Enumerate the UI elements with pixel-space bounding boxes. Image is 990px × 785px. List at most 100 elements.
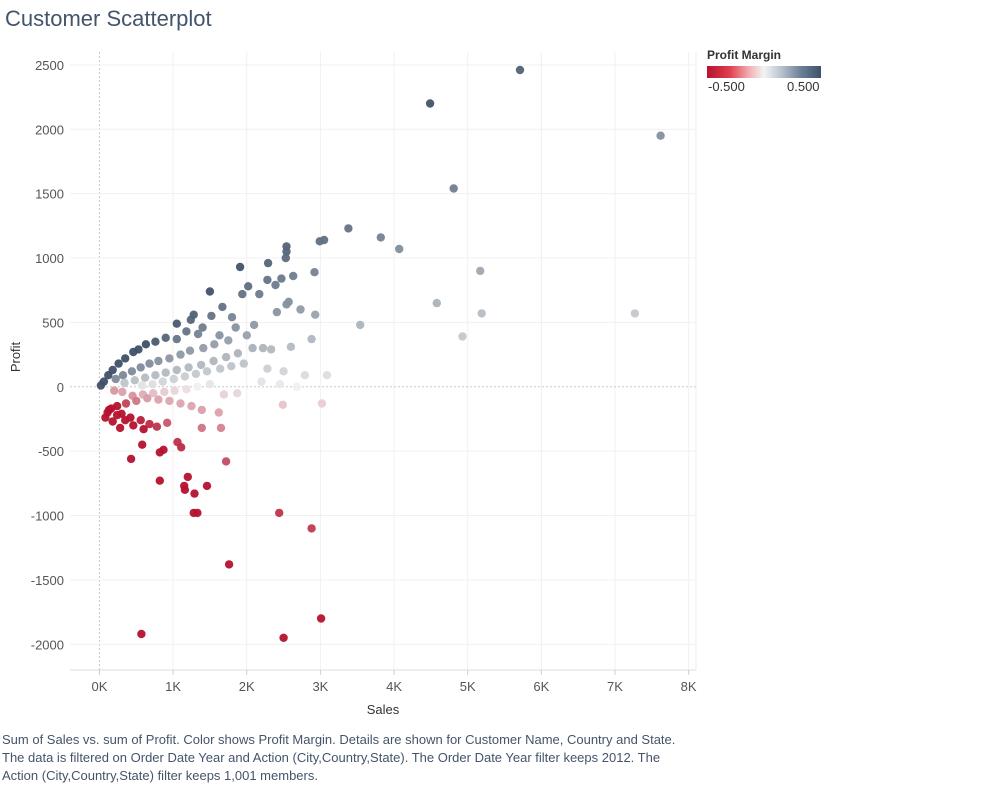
scatter-point[interactable] — [172, 334, 181, 344]
scatter-point[interactable] — [216, 423, 226, 433]
scatter-point[interactable] — [126, 454, 136, 464]
scatter-point[interactable] — [214, 408, 223, 417]
scatter-point[interactable] — [148, 380, 157, 389]
scatter-point[interactable] — [258, 343, 268, 353]
scatter-point[interactable] — [231, 323, 240, 332]
scatter-point[interactable] — [138, 440, 147, 449]
scatter-point[interactable] — [197, 423, 206, 433]
scatter-point[interactable] — [227, 313, 237, 322]
scatter-point[interactable] — [121, 354, 130, 363]
scatter-point[interactable] — [172, 365, 181, 375]
scatter-point[interactable] — [224, 560, 234, 569]
scatter-point[interactable] — [161, 333, 170, 342]
scatter-point[interactable] — [185, 346, 195, 355]
scatter-point[interactable] — [311, 310, 320, 319]
scatter-point[interactable] — [656, 131, 665, 140]
scatter-point[interactable] — [101, 413, 110, 422]
scatter-point[interactable] — [96, 381, 106, 390]
scatter-point[interactable] — [279, 633, 288, 642]
scatter-point[interactable] — [263, 275, 272, 285]
scatter-point[interactable] — [227, 362, 236, 371]
scatter-point[interactable] — [238, 289, 247, 299]
scatter-point[interactable] — [112, 410, 122, 420]
scatter-point[interactable] — [221, 352, 231, 362]
scatter-point[interactable] — [219, 390, 229, 399]
scatter-point[interactable] — [155, 476, 164, 485]
scatter-point[interactable] — [277, 274, 286, 283]
scatter-point[interactable] — [114, 359, 123, 368]
scatter-point[interactable] — [322, 371, 332, 380]
scatter-point[interactable] — [189, 310, 198, 319]
scatter-point[interactable] — [376, 233, 385, 242]
scatter-point[interactable] — [163, 418, 172, 427]
scatter-point[interactable] — [279, 367, 288, 376]
scatter-point[interactable] — [476, 266, 485, 276]
scatter-point[interactable] — [266, 345, 276, 354]
scatter-point[interactable] — [286, 342, 296, 351]
scatter-point[interactable] — [145, 419, 154, 429]
scatter-point[interactable] — [218, 302, 227, 312]
scatter-point[interactable] — [307, 334, 316, 344]
scatter-point[interactable] — [121, 399, 131, 408]
scatter-point[interactable] — [202, 367, 212, 376]
scatter-point[interactable] — [477, 309, 486, 318]
scatter-point[interactable] — [127, 367, 137, 376]
scatter-point[interactable] — [110, 386, 119, 395]
scatter-point[interactable] — [129, 421, 138, 430]
scatter-point[interactable] — [432, 298, 441, 308]
scatter-point[interactable] — [210, 340, 219, 349]
scatter-point[interactable] — [130, 376, 139, 385]
scatter-point[interactable] — [104, 405, 114, 415]
scatter-point[interactable] — [207, 311, 216, 321]
scatter-point[interactable] — [263, 364, 272, 373]
scatter-point[interactable] — [233, 389, 242, 398]
scatter-point[interactable] — [118, 371, 128, 380]
scatter-point[interactable] — [275, 508, 284, 518]
scatter-point[interactable] — [197, 405, 206, 415]
scatter-point[interactable] — [193, 508, 202, 518]
scatter-point[interactable] — [425, 99, 435, 108]
scatter-point[interactable] — [182, 385, 191, 394]
scatter-point[interactable] — [196, 360, 206, 370]
scatter-point[interactable] — [395, 244, 404, 254]
scatter-point[interactable] — [282, 300, 291, 309]
scatter-point[interactable] — [151, 337, 160, 346]
scatter-point[interactable] — [182, 327, 191, 336]
scatter-point[interactable] — [458, 332, 467, 341]
scatter-point[interactable] — [172, 319, 181, 328]
scatter-point[interactable] — [115, 423, 125, 433]
scatter-point[interactable] — [216, 364, 225, 373]
scatter-point[interactable] — [176, 399, 185, 408]
scatter-point[interactable] — [108, 417, 117, 426]
scatter-point[interactable] — [120, 378, 129, 388]
scatter-point[interactable] — [129, 347, 138, 357]
scatter-point[interactable] — [138, 381, 147, 390]
scatter-point[interactable] — [275, 380, 285, 389]
scatter-point[interactable] — [180, 372, 190, 381]
scatter-point[interactable] — [239, 359, 248, 368]
scatter-point[interactable] — [281, 253, 290, 263]
scatter-point[interactable] — [263, 258, 273, 268]
scatter-point[interactable] — [233, 349, 243, 358]
scatter-point[interactable] — [145, 359, 154, 368]
scatter-point[interactable] — [111, 374, 120, 384]
scatter-point[interactable] — [154, 395, 163, 404]
scatter-point[interactable] — [271, 280, 280, 290]
scatter-point[interactable] — [139, 425, 148, 434]
scatter-point[interactable] — [317, 399, 327, 408]
scatter-point[interactable] — [316, 614, 326, 623]
scatter-point[interactable] — [224, 336, 233, 345]
scatter-point[interactable] — [151, 371, 160, 380]
scatter-point[interactable] — [190, 489, 199, 498]
scatter-point[interactable] — [149, 389, 158, 398]
scatter-point[interactable] — [205, 380, 215, 389]
scatter-point[interactable] — [193, 329, 203, 339]
scatter-point[interactable] — [630, 309, 640, 318]
scatter-point[interactable] — [136, 416, 145, 425]
scatter-point[interactable] — [449, 184, 458, 193]
scatter-point[interactable] — [165, 354, 174, 363]
scatter-point[interactable] — [160, 387, 169, 397]
scatter-point[interactable] — [198, 323, 207, 332]
scatter-point[interactable] — [292, 382, 301, 391]
scatter-point[interactable] — [184, 363, 193, 372]
